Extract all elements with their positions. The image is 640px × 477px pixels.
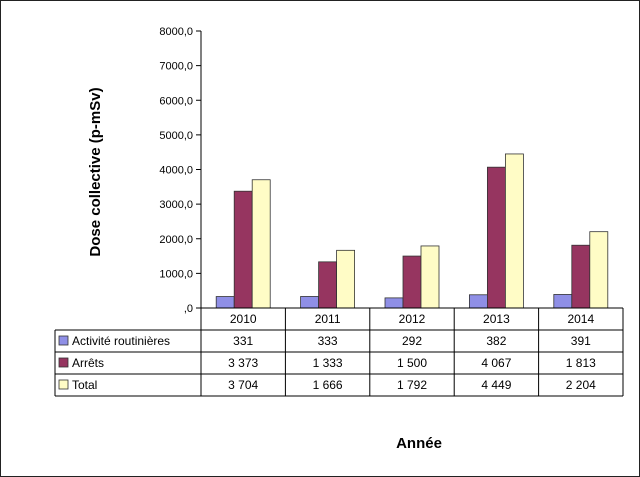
- bar: [215, 296, 235, 309]
- bar: [300, 296, 320, 309]
- bar: [571, 244, 591, 309]
- y-tick-label: 1000,0: [159, 268, 193, 280]
- bar: [589, 231, 609, 309]
- bar: [384, 297, 404, 309]
- y-tick-label: 6000,0: [159, 95, 193, 107]
- data-label: 1 813: [566, 356, 596, 370]
- x-tick-label: 2012: [399, 312, 426, 326]
- data-label: 2 204: [566, 378, 596, 392]
- legend-label: Arrêts: [72, 356, 104, 370]
- y-axis: ,0 1000,0 2000,0 3000,0 4000,0 5000,0 6000,0 70…: [159, 26, 202, 315]
- legend-label: Activité routinières: [72, 334, 170, 348]
- data-table: 2010 2011 2012 2013 2014 Activité routinières…: [54, 307, 624, 397]
- data-label: 4 067: [481, 356, 511, 370]
- legend-label: Total: [72, 378, 97, 392]
- x-tick-label: 2011: [315, 312, 341, 326]
- bars: [215, 153, 609, 309]
- bar: [486, 166, 506, 309]
- legend-swatch: [58, 379, 69, 390]
- bar: [336, 249, 356, 309]
- data-label: 1 666: [313, 378, 343, 392]
- bar: [318, 261, 338, 309]
- data-label: 331: [233, 334, 253, 348]
- x-axis-label: Année: [396, 435, 442, 452]
- legend-swatch: [58, 357, 69, 368]
- y-tick-label: 7000,0: [159, 61, 193, 73]
- y-tick-label: 5000,0: [159, 130, 193, 142]
- bar: [504, 153, 524, 309]
- x-tick-label: 2014: [567, 312, 594, 326]
- y-tick-label: 3000,0: [159, 199, 193, 211]
- y-tick-label: ,0: [184, 303, 193, 315]
- data-label: 4 449: [481, 378, 511, 392]
- bar: [468, 294, 488, 309]
- bar: [420, 245, 440, 309]
- y-axis-label: Dose collective (p-mSv): [87, 87, 104, 256]
- data-label: 1 333: [313, 356, 343, 370]
- y-tick-label: 2000,0: [159, 234, 193, 246]
- data-label: 382: [486, 334, 506, 348]
- bar: [251, 179, 271, 309]
- data-label: 333: [318, 334, 338, 348]
- bar: [233, 190, 253, 309]
- x-tick-label: 2010: [230, 312, 257, 326]
- data-label: 292: [402, 334, 422, 348]
- x-tick-label: 2013: [483, 312, 510, 326]
- data-label: 1 500: [397, 356, 427, 370]
- data-label: 1 792: [397, 378, 427, 392]
- data-label: 3 373: [228, 356, 258, 370]
- bar: [553, 294, 573, 309]
- legend-swatch: [58, 335, 69, 346]
- data-label: 3 704: [228, 378, 258, 392]
- data-label: 391: [571, 334, 591, 348]
- y-tick-label: 4000,0: [159, 165, 193, 177]
- bar: [402, 255, 422, 309]
- y-tick-label: 8000,0: [159, 26, 193, 38]
